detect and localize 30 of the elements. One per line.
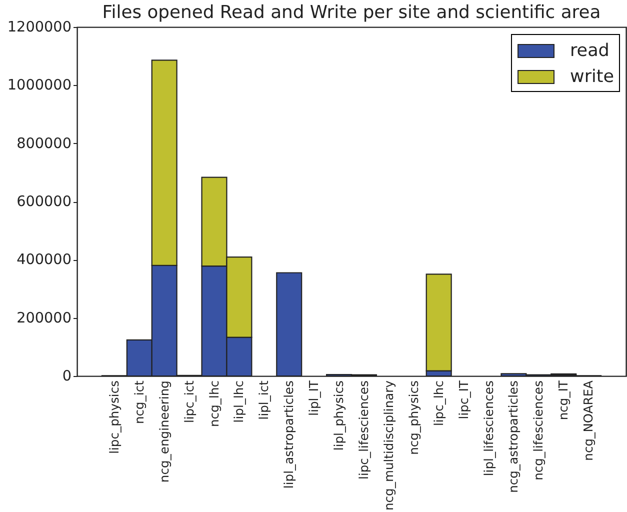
x-tick-label: lipl_lifesciences [482,380,496,476]
x-tick-label: lipl_IT [307,380,322,416]
x-tick-label: ncg_NOAREA [582,380,596,461]
x-tick-label: ncg_multidisciplinary [382,380,396,511]
y-tick-label: 200000 [16,310,72,326]
x-tick-label: ncg_physics [406,380,421,455]
x-tick-label: ncg_IT [556,380,571,420]
chart-title: Files opened Read and Write per site and scientific area [102,2,601,24]
y-tick-label: 1200000 [7,20,72,36]
y-tick-label: 800000 [16,136,72,152]
x-tick-label: lipl_lhc [232,380,246,423]
x-tick-label: lipc_lifesciences [356,380,371,480]
x-tick-label: lipc_ict [182,380,196,424]
x-tick-label: lipc_physics [107,380,122,454]
x-tick-label: lipc_IT [456,380,471,420]
x-tick-label: lipl_ict [257,380,272,420]
y-tick-label: 400000 [16,252,72,268]
x-tick-label: lipl_physics [332,380,346,451]
y-tick-label: 600000 [16,194,72,210]
y-tick-label: 0 [62,368,72,384]
x-tick-label: ncg_lifesciences [532,380,546,480]
x-tick-label: lipl_astroparticles [282,380,296,489]
x-tick-label: ncg_engineering [157,380,172,483]
x-tick-label: ncg_astroparticles [506,380,521,493]
x-tick-label: lipc_lhc [432,380,446,426]
x-tick-label: ncg_lhc [207,380,222,427]
legend-label: read [570,41,610,61]
y-tick-label: 1000000 [7,78,72,94]
legend-label: write [570,67,614,87]
x-tick-label: ncg_ict [132,380,146,424]
